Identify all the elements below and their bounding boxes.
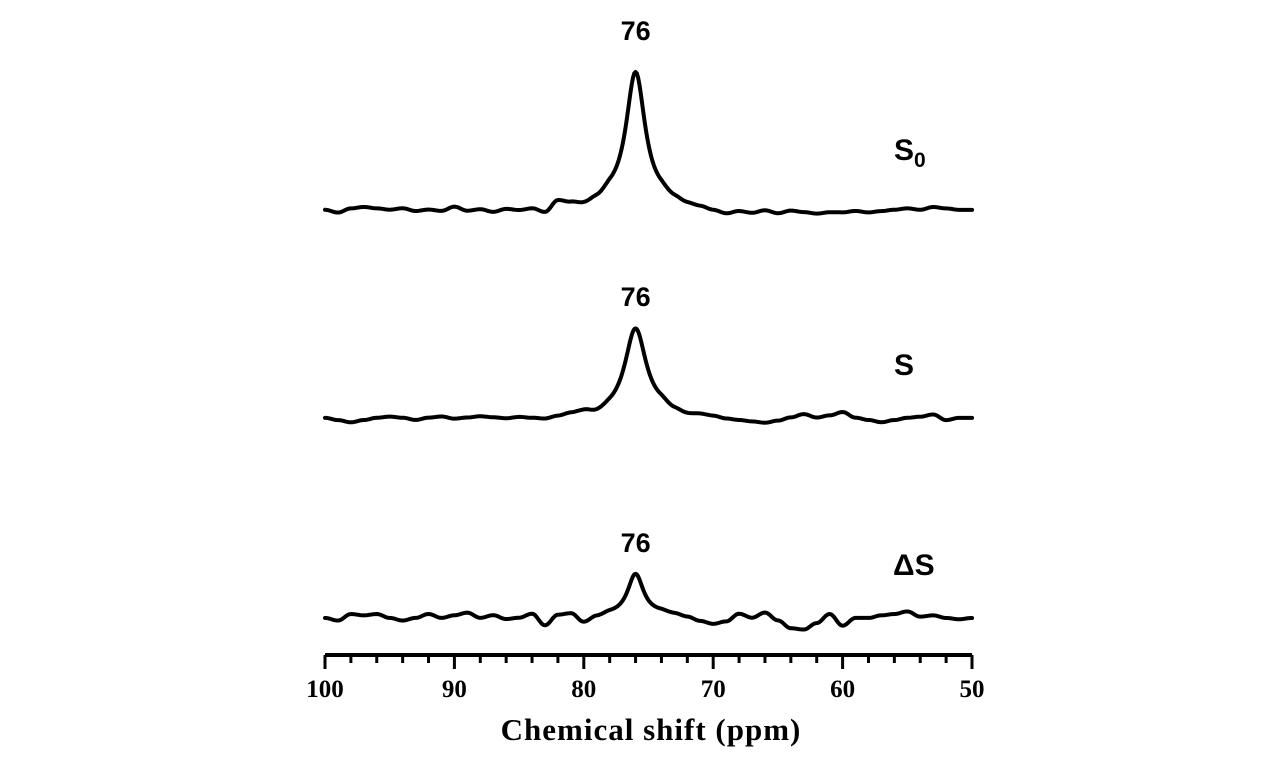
x-axis: 100 90 80 70 60 50 (306, 653, 985, 703)
x-tick-label: 80 (571, 676, 596, 703)
x-tick-label: 60 (830, 676, 855, 703)
spectrum-label-subscript: 0 (914, 149, 926, 172)
spectrum-label-main: ΔS (893, 549, 935, 582)
spectrum-label-main: S (894, 349, 914, 382)
spectrum-trace-2 (323, 326, 974, 425)
x-tick-label: 70 (701, 676, 726, 703)
peak-label-2: 76 (621, 282, 651, 312)
spectra-traces (323, 70, 974, 632)
spectrum-trace-1 (323, 70, 974, 216)
spectrum-label-2: S (894, 349, 914, 382)
peak-label-1: 76 (621, 16, 651, 46)
x-axis-title: Chemical shift (ppm) (501, 712, 802, 747)
x-tick-label: 50 (960, 676, 985, 703)
x-tick-label: 100 (306, 676, 344, 703)
spectrum-label-1: S0 (894, 134, 926, 172)
x-ticks: 100 90 80 70 60 50 (306, 655, 985, 703)
spectrum-label-main: S (894, 134, 914, 167)
spectrum-trace-3 (323, 571, 974, 632)
peak-label-3: 76 (621, 528, 651, 558)
spectrum-label-3: ΔS (893, 549, 935, 582)
x-tick-label: 90 (442, 676, 467, 703)
